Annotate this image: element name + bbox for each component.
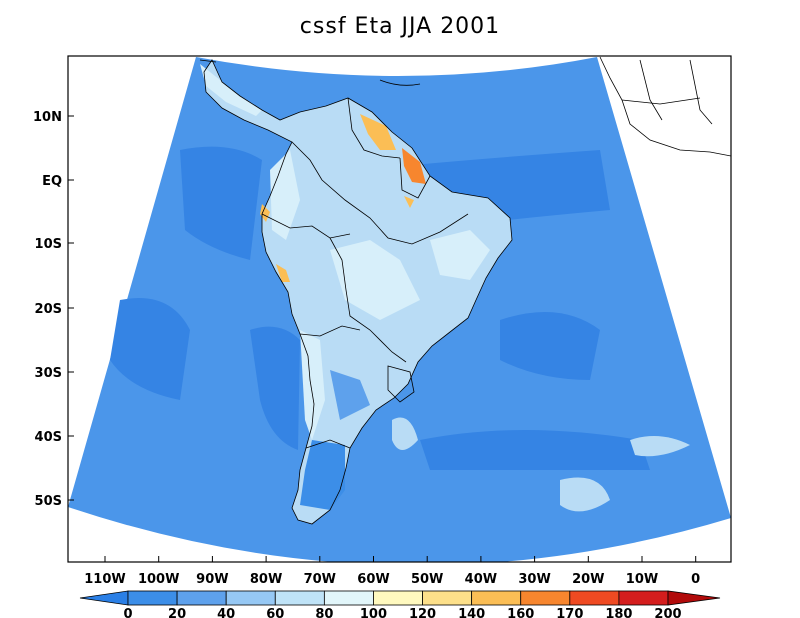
- colorbar-label: 140: [458, 607, 485, 618]
- lat-tick-label: 10N: [33, 110, 62, 125]
- colorbar-bin: [520, 590, 571, 606]
- plot-frame: [67, 55, 732, 563]
- lon-tick-label: 90W: [196, 572, 228, 587]
- land-contour: [430, 230, 490, 280]
- lon-tick-label: 80W: [250, 572, 282, 587]
- ocean-contour: [250, 326, 300, 450]
- colorbar-bin: [618, 590, 669, 606]
- land-contour: [404, 196, 414, 208]
- lat-tick-label: EQ: [42, 174, 62, 189]
- colorbar-label: 80: [315, 607, 333, 618]
- ocean-contour: [560, 477, 610, 512]
- colorbar-bin: [176, 590, 227, 606]
- land-contour: [300, 440, 345, 510]
- colorbar-label: 180: [605, 607, 632, 618]
- colorbar-label: 60: [266, 607, 284, 618]
- ocean-contour: [392, 417, 418, 450]
- colorbar: 0 20 40 60 80 100 120 140 160 170 180 200: [79, 590, 721, 618]
- colorbar-arrow-low: [79, 590, 129, 606]
- land-contour: [260, 204, 270, 222]
- colorbar-arrow-high: [667, 590, 721, 606]
- ocean-contour: [110, 298, 190, 400]
- lat-tick-label: 20S: [35, 302, 62, 317]
- land-field: [200, 64, 490, 510]
- colorbar-bin: [471, 590, 522, 606]
- lat-tick-label: 50S: [35, 494, 62, 509]
- colorbar-bin: [274, 590, 325, 606]
- longitude-axis: 110W 100W 90W 80W 70W 60W 50W 40W 30W 20W 10W 0: [84, 556, 700, 587]
- ocean-field: [110, 146, 690, 512]
- lon-tick-label: 40W: [465, 572, 497, 587]
- lat-tick-label: 40S: [35, 430, 62, 445]
- latitude-axis: 10N EQ 10S 20S 30S 40S 50S: [33, 110, 74, 509]
- ocean-contour: [630, 436, 690, 457]
- lon-tick-label: 50W: [411, 572, 443, 587]
- lon-tick-label: 0: [691, 572, 700, 587]
- lon-tick-label: 100W: [138, 572, 179, 587]
- colorbar-label: 120: [409, 607, 436, 618]
- colorbar-label: 160: [507, 607, 534, 618]
- land-contour: [360, 114, 396, 150]
- country-borders: [203, 59, 513, 525]
- lon-tick-label: 30W: [518, 572, 550, 587]
- colorbar-label: 0: [123, 607, 132, 618]
- africa-coast: [199, 56, 731, 157]
- land-contour: [330, 240, 420, 320]
- lon-tick-label: 10W: [626, 572, 658, 587]
- land-contour: [300, 330, 325, 440]
- colorbar-bin: [127, 590, 178, 606]
- colorbar-label: 100: [360, 607, 387, 618]
- colorbar-bin: [373, 590, 423, 606]
- lon-tick-label: 110W: [84, 572, 125, 587]
- ocean-contour: [420, 430, 650, 470]
- colorbar-label: 20: [168, 607, 186, 618]
- colorbar-label: 170: [556, 607, 583, 618]
- colorbar-bin: [323, 590, 374, 606]
- lon-tick-label: 70W: [304, 572, 336, 587]
- lat-tick-label: 10S: [35, 237, 62, 252]
- colorbar-bin: [569, 590, 620, 606]
- ocean-contour: [180, 146, 262, 260]
- colorbar-label: 40: [217, 607, 235, 618]
- lat-tick-label: 30S: [35, 366, 62, 381]
- colorbar-label: 200: [654, 607, 681, 618]
- lon-tick-label: 20W: [572, 572, 604, 587]
- land-contour: [270, 150, 300, 240]
- colorbar-bin: [422, 590, 473, 606]
- colorbar-bin: [225, 590, 276, 606]
- land-contour: [330, 370, 370, 420]
- land-contour: [200, 64, 262, 116]
- ocean-contour: [500, 312, 600, 380]
- land-contour: [402, 148, 426, 184]
- map-title: cssf Eta JJA 2001: [299, 14, 501, 39]
- lon-tick-label: 60W: [357, 572, 389, 587]
- land-contour: [276, 264, 290, 282]
